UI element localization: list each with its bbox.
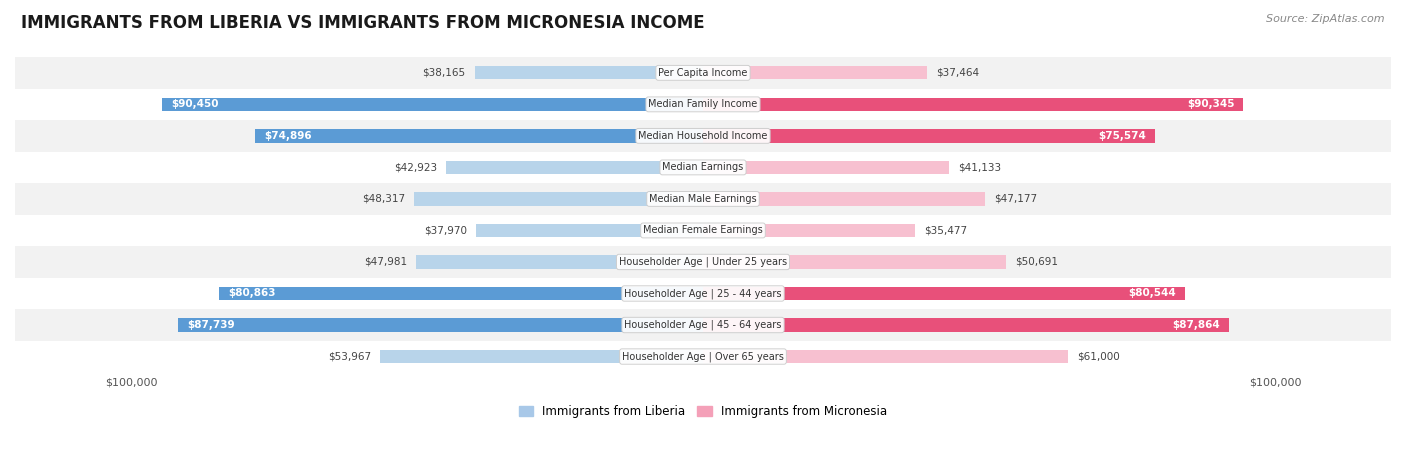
Text: IMMIGRANTS FROM LIBERIA VS IMMIGRANTS FROM MICRONESIA INCOME: IMMIGRANTS FROM LIBERIA VS IMMIGRANTS FR… <box>21 14 704 32</box>
Text: $90,345: $90,345 <box>1187 99 1234 109</box>
Text: $42,923: $42,923 <box>394 163 437 172</box>
Bar <box>15 309 1391 341</box>
Text: $48,317: $48,317 <box>361 194 405 204</box>
Text: Median Family Income: Median Family Income <box>648 99 758 109</box>
Text: Median Male Earnings: Median Male Earnings <box>650 194 756 204</box>
Bar <box>703 161 949 174</box>
Bar <box>254 129 703 142</box>
Text: Householder Age | 45 - 64 years: Householder Age | 45 - 64 years <box>624 320 782 330</box>
Text: $74,896: $74,896 <box>264 131 312 141</box>
Text: Median Household Income: Median Household Income <box>638 131 768 141</box>
Text: $47,177: $47,177 <box>994 194 1038 204</box>
Bar <box>15 246 1391 278</box>
Bar <box>413 192 703 205</box>
Text: $90,450: $90,450 <box>172 99 218 109</box>
Bar <box>162 98 703 111</box>
Text: $100,000: $100,000 <box>104 377 157 387</box>
Bar <box>703 318 1229 332</box>
Bar <box>703 66 927 79</box>
Bar <box>703 224 915 237</box>
Text: Source: ZipAtlas.com: Source: ZipAtlas.com <box>1267 14 1385 24</box>
Bar <box>416 255 703 269</box>
Bar <box>380 350 703 363</box>
Bar <box>703 192 986 205</box>
Text: Householder Age | Over 65 years: Householder Age | Over 65 years <box>621 351 785 362</box>
Legend: Immigrants from Liberia, Immigrants from Micronesia: Immigrants from Liberia, Immigrants from… <box>515 401 891 423</box>
Text: $100,000: $100,000 <box>1249 377 1302 387</box>
Bar <box>15 57 1391 89</box>
Bar <box>703 350 1069 363</box>
Bar <box>703 98 1243 111</box>
Bar <box>703 255 1007 269</box>
Bar <box>703 129 1156 142</box>
Bar <box>15 152 1391 183</box>
Bar <box>703 287 1185 300</box>
Bar <box>475 224 703 237</box>
Text: $37,970: $37,970 <box>423 226 467 235</box>
Text: $41,133: $41,133 <box>957 163 1001 172</box>
Bar <box>475 66 703 79</box>
Text: Median Female Earnings: Median Female Earnings <box>643 226 763 235</box>
Text: Median Earnings: Median Earnings <box>662 163 744 172</box>
Text: Householder Age | Under 25 years: Householder Age | Under 25 years <box>619 257 787 267</box>
Bar <box>15 278 1391 309</box>
Text: $87,739: $87,739 <box>187 320 235 330</box>
Text: $87,864: $87,864 <box>1173 320 1219 330</box>
Bar <box>15 120 1391 152</box>
Text: $80,544: $80,544 <box>1128 289 1175 298</box>
Text: $61,000: $61,000 <box>1077 352 1119 361</box>
Bar <box>15 183 1391 215</box>
Bar <box>15 215 1391 246</box>
Text: $53,967: $53,967 <box>328 352 371 361</box>
Text: $50,691: $50,691 <box>1015 257 1059 267</box>
Text: $80,863: $80,863 <box>228 289 276 298</box>
Bar <box>446 161 703 174</box>
Text: $47,981: $47,981 <box>364 257 406 267</box>
Bar <box>15 341 1391 372</box>
Text: $75,574: $75,574 <box>1098 131 1146 141</box>
Text: $37,464: $37,464 <box>936 68 979 78</box>
Bar <box>15 89 1391 120</box>
Text: $38,165: $38,165 <box>423 68 465 78</box>
Bar <box>179 318 703 332</box>
Bar <box>219 287 703 300</box>
Text: Householder Age | 25 - 44 years: Householder Age | 25 - 44 years <box>624 288 782 299</box>
Text: $35,477: $35,477 <box>924 226 967 235</box>
Text: Per Capita Income: Per Capita Income <box>658 68 748 78</box>
